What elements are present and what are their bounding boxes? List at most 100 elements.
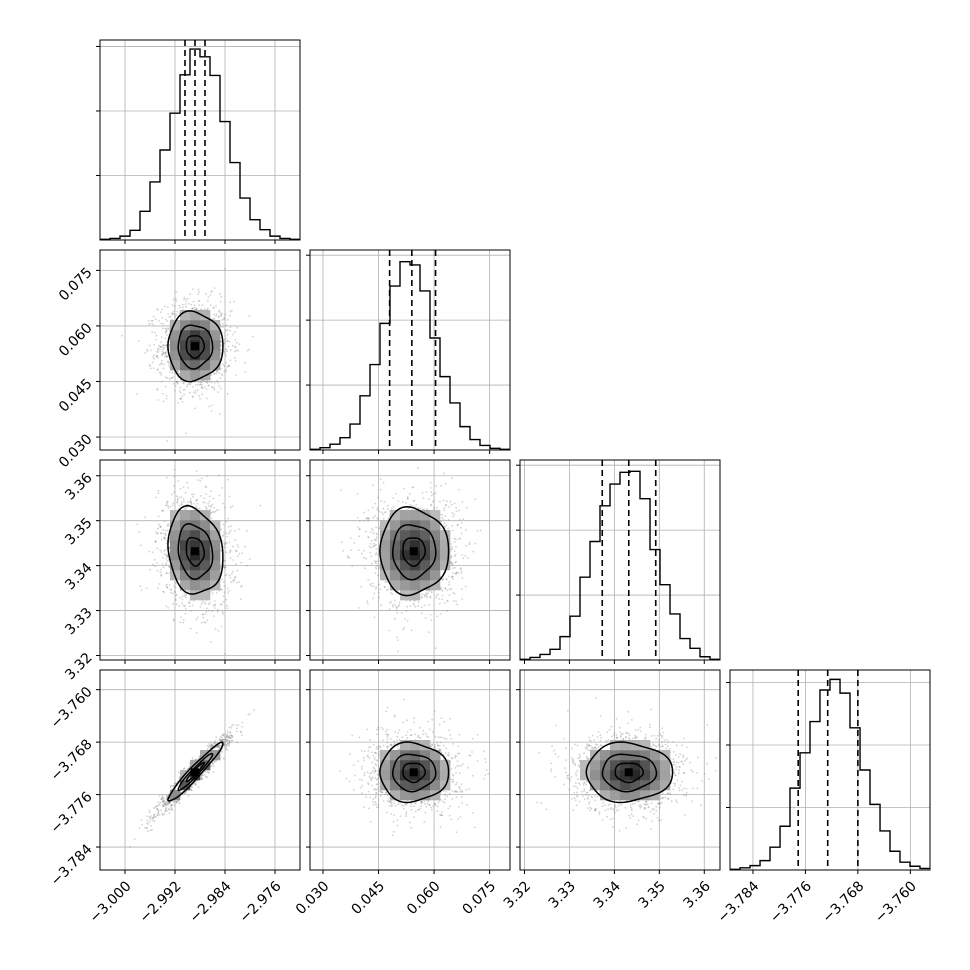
scatter-point — [375, 564, 378, 567]
scatter-point — [180, 496, 183, 499]
scatter-point — [674, 774, 677, 777]
scatter-point — [189, 391, 191, 394]
scatter-point — [196, 383, 199, 386]
scatter-point — [461, 802, 463, 804]
scatter-point — [158, 803, 161, 806]
scatter-point — [168, 378, 171, 381]
scatter-point — [165, 356, 168, 358]
scatter-point — [455, 755, 457, 758]
scatter-point — [368, 746, 370, 749]
scatter-point — [219, 312, 222, 315]
scatter-point — [234, 539, 237, 541]
scatter-point — [433, 802, 436, 805]
scatter-point — [164, 385, 167, 388]
scatter-point — [628, 814, 630, 817]
density-cell — [400, 790, 411, 801]
scatter-point — [450, 547, 453, 550]
scatter-point — [387, 588, 389, 591]
scatter-point — [376, 783, 379, 786]
scatter-point — [374, 553, 377, 556]
scatter-point — [196, 502, 199, 505]
density-cell — [410, 590, 421, 601]
scatter-point — [631, 803, 634, 806]
scatter-point — [225, 736, 228, 738]
scatter-point — [165, 585, 168, 588]
scatter-point — [390, 737, 392, 740]
scatter-point — [376, 773, 379, 776]
scatter-point — [195, 618, 198, 621]
scatter-point — [582, 783, 585, 786]
density-cell — [200, 550, 211, 561]
scatter-point — [384, 581, 387, 584]
scatter-point — [397, 605, 400, 608]
scatter-point — [208, 495, 211, 498]
scatter-point — [657, 802, 660, 805]
scatter-point — [206, 379, 209, 382]
scatter-point — [237, 546, 240, 548]
scatter-point — [652, 808, 655, 811]
scatter-point — [171, 808, 174, 811]
density-cell — [390, 520, 401, 531]
scatter-point — [443, 522, 446, 525]
scatter-point — [154, 540, 157, 542]
scatter-point — [388, 517, 390, 519]
scatter-point — [238, 552, 241, 555]
scatter-point — [229, 737, 232, 739]
scatter-point — [387, 794, 389, 797]
scatter-point — [683, 787, 685, 789]
scatter-point — [454, 553, 457, 556]
scatter-point — [374, 751, 376, 754]
scatter-point — [450, 561, 453, 564]
scatter-point — [221, 738, 224, 741]
scatter-point — [179, 386, 181, 389]
scatter-point — [667, 745, 669, 747]
scatter-point — [171, 504, 174, 507]
scatter-point — [634, 729, 637, 731]
scatter-point — [667, 740, 670, 743]
scatter-point — [216, 610, 219, 613]
scatter-point — [162, 556, 164, 559]
scatter-point — [375, 532, 378, 535]
scatter-point — [438, 602, 441, 605]
density-peak — [624, 768, 633, 777]
scatter-point — [453, 550, 456, 552]
scatter-point — [597, 731, 600, 733]
scatter-point — [371, 770, 374, 772]
scatter-point — [600, 736, 603, 739]
scatter-point — [416, 736, 419, 738]
scatter-point — [406, 620, 409, 622]
scatter-point — [166, 796, 169, 798]
scatter-point — [173, 491, 176, 494]
scatter-point — [586, 807, 589, 809]
scatter-point — [239, 730, 242, 733]
scatter-point — [164, 331, 167, 333]
scatter-point — [221, 535, 224, 538]
scatter-point — [586, 746, 589, 749]
scatter-point — [166, 377, 169, 379]
scatter-point — [153, 344, 156, 346]
scatter-point — [236, 727, 238, 730]
scatter-point — [163, 520, 166, 522]
scatter-point — [422, 729, 425, 732]
scatter-point — [369, 772, 371, 775]
scatter-point — [345, 777, 348, 780]
scatter-point — [223, 350, 225, 353]
scatter-point — [636, 736, 639, 739]
scatter-point — [574, 799, 577, 802]
scatter-point — [452, 578, 455, 580]
scatter-point — [225, 324, 228, 327]
scatter-point — [455, 538, 457, 541]
scatter-point — [374, 561, 377, 564]
scatter-point — [469, 754, 472, 757]
scatter-point — [601, 818, 604, 821]
scatter-point — [476, 760, 479, 762]
scatter-point — [429, 595, 432, 598]
scatter-point — [157, 801, 160, 804]
scatter-point — [673, 761, 676, 764]
scatter-point — [643, 816, 645, 819]
scatter-point — [388, 797, 391, 800]
contour-0 — [402, 762, 427, 784]
scatter-point — [658, 819, 660, 822]
scatter-point — [419, 737, 422, 739]
scatter-point — [172, 800, 175, 803]
